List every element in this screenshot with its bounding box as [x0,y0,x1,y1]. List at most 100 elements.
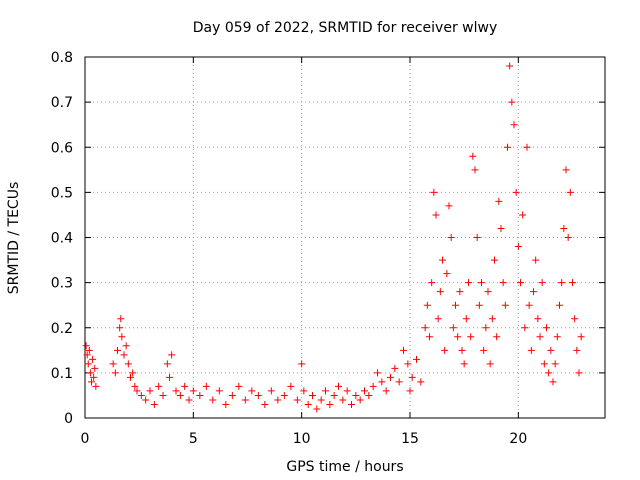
data-point [558,279,566,287]
chart-title: Day 059 of 2022, SRMTID for receiver wlw… [193,20,498,36]
data-point [488,315,496,323]
y-tick-label: 0.2 [51,321,73,337]
data-point [413,355,420,363]
axis-ticks [84,56,605,419]
data-point [330,391,338,399]
data-point [116,324,124,332]
data-point [445,202,453,210]
data-point [547,346,555,354]
y-tick-label: 0.1 [51,366,73,382]
data-point [441,346,449,354]
data-point [88,378,95,386]
data-points [82,62,585,413]
data-point [348,400,355,408]
data-point [343,387,351,395]
data-point [168,351,176,359]
data-point [90,373,98,381]
data-point [454,333,462,341]
data-point [365,391,373,399]
data-point [493,333,501,341]
data-point [111,369,119,377]
data-point [452,301,459,309]
y-tick-label: 0.3 [51,276,73,292]
data-point [122,342,130,350]
data-point [428,279,436,287]
data-point [491,256,498,264]
data-point [575,369,583,377]
data-point [521,324,529,332]
x-tick-label: 10 [293,431,311,447]
data-point [436,288,444,296]
data-point [434,315,442,323]
data-point [181,382,189,390]
axis-tick-labels: 0 5 10 15 20 0 0.1 0.2 0.3 0.4 0.5 0.6 0.7 0.8 [51,50,528,447]
data-point [248,387,256,395]
data-point [469,152,477,160]
data-point [449,324,457,332]
data-point [432,211,440,219]
data-point [549,378,557,386]
data-point [475,301,483,309]
data-point [577,333,585,341]
x-tick-label: 20 [509,431,527,447]
data-point [120,351,128,359]
data-point [499,279,507,287]
data-point [254,391,262,399]
data-point [127,373,134,381]
data-point [510,121,518,129]
data-point [129,369,137,377]
data-point [408,373,416,381]
data-point [517,279,524,287]
data-point [313,405,321,413]
data-point [176,391,184,399]
data-point [545,369,553,377]
data-point [395,378,403,386]
data-point [369,382,377,390]
data-point [85,346,93,354]
data-point [532,256,540,264]
data-point [114,346,121,354]
y-tick-label: 0.5 [51,185,73,201]
data-point [304,400,312,408]
data-point [573,346,581,354]
data-point [473,234,481,241]
data-point [391,364,399,372]
data-point [172,387,180,395]
data-point [261,400,269,408]
data-point [465,279,472,287]
data-point [92,382,100,390]
data-point [480,346,488,354]
data-point [566,188,574,196]
data-point [280,391,288,399]
data-point [159,391,167,399]
grid-lines [85,57,605,418]
x-tick-label: 15 [401,431,419,447]
data-point [361,387,368,395]
data-point [564,234,572,241]
data-point [109,360,117,368]
data-point [185,396,193,404]
data-point [274,396,282,404]
data-point [137,391,145,399]
data-point [551,360,559,368]
data-point [287,382,295,390]
data-point [456,288,464,296]
data-point [430,188,438,196]
data-point [534,315,542,323]
data-point [556,301,563,309]
data-point [527,346,535,354]
data-point [317,396,325,404]
data-point [553,333,561,341]
data-point [458,346,466,354]
data-point [462,315,470,323]
data-point [508,98,516,106]
data-point [478,279,485,287]
data-point [150,400,158,408]
data-point [486,360,494,368]
data-point [519,211,527,219]
data-point [356,396,364,404]
data-point [209,396,217,404]
data-point [523,143,531,151]
data-point [525,301,533,309]
data-point [86,369,94,377]
